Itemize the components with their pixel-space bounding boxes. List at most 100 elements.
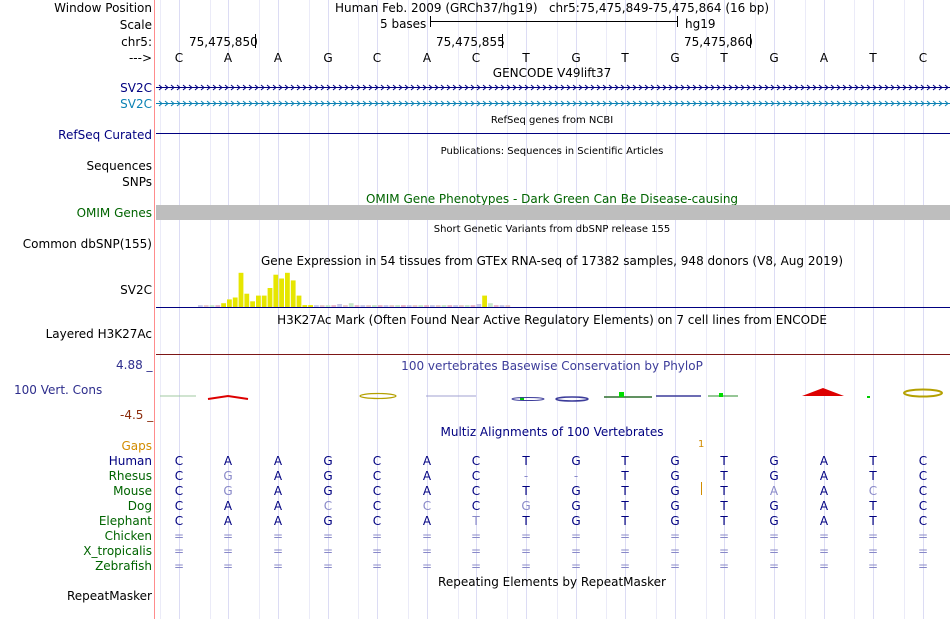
aligned-base: C bbox=[174, 469, 184, 483]
strand-chevron bbox=[602, 100, 607, 107]
strand-chevron bbox=[848, 100, 853, 107]
gtex-track[interactable] bbox=[156, 268, 950, 309]
reference-base: C bbox=[174, 51, 184, 65]
aligned-base: G bbox=[571, 514, 581, 528]
gtex-tissue-bar bbox=[464, 305, 470, 307]
aligned-base: T bbox=[720, 454, 728, 468]
strand-chevron bbox=[440, 100, 445, 107]
aligned-base: G bbox=[670, 514, 680, 528]
strand-chevron bbox=[290, 100, 295, 107]
gencode-gene-2[interactable] bbox=[156, 96, 950, 111]
h3k27ac-signal-line[interactable] bbox=[156, 354, 950, 355]
strand-chevron bbox=[536, 100, 541, 107]
aligned-base: C bbox=[422, 499, 432, 513]
gtex-tissue-bar bbox=[360, 305, 366, 307]
strand-chevron bbox=[314, 100, 319, 107]
strand-chevron bbox=[464, 100, 469, 107]
strand-chevron bbox=[848, 84, 853, 91]
species-label[interactable]: Rhesus bbox=[108, 469, 152, 483]
aligned-base: G bbox=[223, 484, 233, 498]
omim-label[interactable]: OMIM Genes bbox=[76, 206, 152, 220]
species-label[interactable]: Mouse bbox=[113, 484, 152, 498]
gtex-tissue-bar bbox=[296, 295, 302, 307]
publications-title: Publications: Sequences in Scientific Ar… bbox=[440, 146, 664, 157]
strand-chevron bbox=[698, 84, 703, 91]
gtex-tissue-bar bbox=[337, 304, 342, 307]
strand-chevron bbox=[902, 84, 907, 91]
species-label[interactable]: Zebrafish bbox=[95, 559, 152, 573]
species-label[interactable]: Elephant bbox=[98, 514, 152, 528]
strand-chevron bbox=[374, 100, 379, 107]
strand-chevron bbox=[932, 84, 937, 91]
strand-chevron bbox=[818, 100, 823, 107]
strand-chevron bbox=[662, 100, 667, 107]
gtex-label[interactable]: SV2C bbox=[120, 283, 152, 297]
aligned-base: T bbox=[621, 514, 629, 528]
species-label[interactable]: X_tropicalis bbox=[83, 544, 152, 558]
gtex-tissue-bar bbox=[250, 301, 255, 307]
aligned-base: = bbox=[669, 544, 681, 558]
aligned-base: A bbox=[273, 499, 283, 513]
strand-chevron bbox=[350, 100, 355, 107]
strand-chevron bbox=[872, 100, 877, 107]
strand-chevron bbox=[620, 100, 625, 107]
gtex-tissue-bar bbox=[308, 305, 313, 307]
gaps-label[interactable]: Gaps bbox=[121, 439, 152, 453]
strand-chevron bbox=[176, 100, 181, 107]
strand-chevron bbox=[638, 100, 643, 107]
gencode-gene-label-1[interactable]: SV2C bbox=[120, 81, 152, 95]
strand-chevron bbox=[794, 84, 799, 91]
aligned-base: = bbox=[718, 559, 730, 573]
aligned-base: A bbox=[422, 514, 432, 528]
refseq-label[interactable]: RefSeq Curated bbox=[58, 128, 152, 142]
strand-chevron bbox=[938, 100, 943, 107]
aligned-base: T bbox=[522, 484, 530, 498]
strand-chevron bbox=[242, 84, 247, 91]
h3k27ac-label[interactable]: Layered H3K27Ac bbox=[45, 327, 152, 341]
refseq-gene-line[interactable] bbox=[156, 133, 950, 134]
species-label[interactable]: Dog bbox=[127, 499, 152, 513]
aligned-base: A bbox=[223, 499, 233, 513]
phylop-logo[interactable] bbox=[156, 384, 950, 406]
strand-chevron bbox=[320, 84, 325, 91]
aligned-base: = bbox=[222, 529, 234, 543]
aligned-base: = bbox=[470, 544, 482, 558]
reference-base: G bbox=[769, 51, 779, 65]
strand-chevron bbox=[248, 84, 253, 91]
gencode-gene-label-2[interactable]: SV2C bbox=[120, 97, 152, 111]
aligned-base: = bbox=[520, 559, 532, 573]
strand-chevron bbox=[326, 100, 331, 107]
strand-chevron bbox=[692, 84, 697, 91]
aligned-base: C bbox=[174, 499, 184, 513]
strand-chevron bbox=[230, 100, 235, 107]
species-label[interactable]: Human bbox=[108, 454, 152, 468]
omim-feature-bar[interactable] bbox=[156, 205, 950, 220]
gencode-gene-row-2[interactable] bbox=[156, 96, 950, 111]
publications-label[interactable]: Sequences bbox=[86, 159, 152, 173]
aligned-base: A bbox=[819, 469, 829, 483]
strand-chevron bbox=[224, 84, 229, 91]
snps-label[interactable]: SNPs bbox=[122, 175, 152, 189]
strand-chevron bbox=[836, 100, 841, 107]
phylop-track[interactable] bbox=[156, 384, 950, 406]
strand-chevron bbox=[188, 100, 193, 107]
gtex-tissue-bar bbox=[493, 305, 499, 307]
phylop-label[interactable]: 100 Vert. Cons bbox=[14, 383, 103, 397]
dbsnp-label[interactable]: Common dbSNP(155) bbox=[22, 237, 152, 251]
gtex-title: Gene Expression in 54 tissues from GTEx … bbox=[260, 254, 844, 268]
aligned-base: C bbox=[372, 499, 382, 513]
aligned-base: T bbox=[720, 514, 728, 528]
repeatmasker-label[interactable]: RepeatMasker bbox=[66, 589, 152, 603]
gencode-gene-1[interactable] bbox=[156, 80, 950, 95]
strand-chevron bbox=[860, 100, 865, 107]
gtex-chart[interactable] bbox=[156, 268, 950, 309]
aligned-base: C bbox=[372, 469, 382, 483]
reference-base: G bbox=[571, 51, 581, 65]
aligned-base: = bbox=[718, 544, 730, 558]
strand-chevron bbox=[416, 84, 421, 91]
species-label[interactable]: Chicken bbox=[104, 529, 152, 543]
gencode-gene-row-1[interactable] bbox=[156, 80, 950, 95]
strand-chevron bbox=[944, 84, 949, 91]
strand-chevron bbox=[524, 100, 529, 107]
aligned-base: G bbox=[571, 454, 581, 468]
